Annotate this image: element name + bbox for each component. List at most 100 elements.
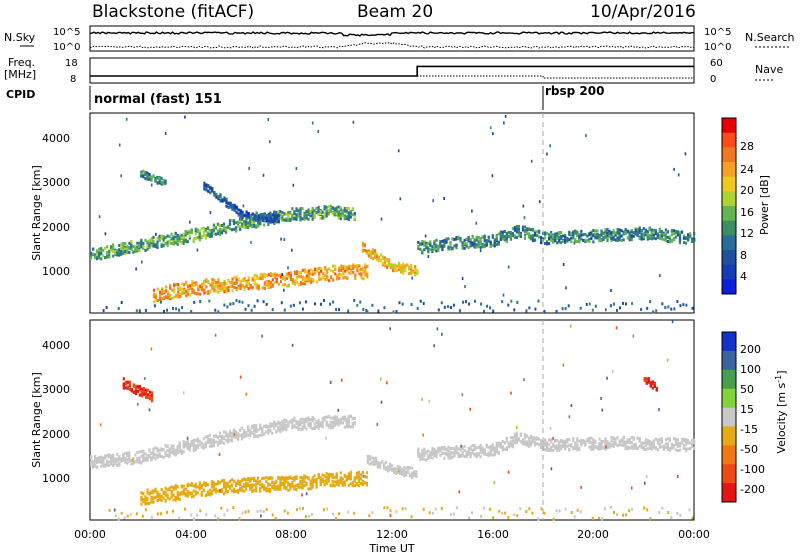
- range-gate-cell: [493, 450, 496, 454]
- range-gate-cell: [298, 506, 301, 510]
- range-gate-cell: [243, 213, 246, 217]
- range-gate-cell: [646, 233, 649, 237]
- range-gate-cell: [203, 291, 206, 295]
- range-gate-cell: [411, 276, 413, 280]
- range-gate-cell: [184, 233, 187, 237]
- range-gate-cell: [489, 448, 492, 452]
- range-gate-cell: [186, 443, 189, 447]
- xtick-2400: 00:00: [678, 528, 710, 541]
- range-gate-cell: [324, 277, 327, 281]
- range-gate-cell: [440, 301, 443, 305]
- range-gate-cell: [688, 508, 691, 512]
- range-gate-cell: [676, 475, 679, 478]
- range-gate-cell: [511, 227, 514, 231]
- range-gate-cell: [616, 513, 618, 516]
- range-gate-cell: [517, 228, 520, 232]
- range-gate-cell: [220, 479, 224, 483]
- range-gate-cell: [222, 437, 226, 440]
- range-gate-cell: [531, 237, 535, 241]
- range-gate-cell: [357, 470, 360, 474]
- range-gate-cell: [309, 483, 312, 487]
- range-gate-cell: [616, 436, 619, 440]
- range-gate-cell: [186, 491, 189, 495]
- range-gate-cell: [590, 237, 593, 240]
- range-gate-cell: [479, 245, 482, 249]
- range-gate-cell: [176, 451, 179, 455]
- range-gate-cell: [379, 253, 383, 257]
- range-gate-cell: [324, 274, 327, 278]
- range-gate-cell: [560, 237, 563, 240]
- range-gate-cell: [463, 246, 466, 250]
- range-gate-cell: [235, 207, 238, 211]
- range-gate-cell: [106, 459, 109, 463]
- range-gate-cell: [515, 440, 518, 444]
- range-gate-cell: [319, 421, 322, 425]
- range-gate-cell: [602, 235, 605, 239]
- range-gate-cell: [429, 243, 432, 247]
- range-gate-cell: [400, 266, 403, 270]
- range-gate-cell: [279, 484, 282, 488]
- range-gate-cell: [307, 208, 310, 212]
- range-gate-cell: [255, 434, 258, 438]
- range-gate-cell: [196, 235, 199, 239]
- range-gate-cell: [346, 265, 349, 269]
- range-gate-cell: [383, 306, 386, 310]
- range-gate-cell: [676, 300, 679, 303]
- range-gate-cell: [223, 197, 226, 201]
- range-gate-cell: [646, 441, 649, 445]
- range-gate-cell: [243, 225, 246, 229]
- range-gate-cell: [301, 307, 304, 311]
- range-gate-cell: [544, 440, 547, 444]
- range-gate-cell: [223, 284, 226, 288]
- range-gate-cell: [118, 455, 121, 459]
- range-gate-cell: [172, 493, 175, 497]
- range-gate-cell: [329, 208, 332, 212]
- range-gate-cell: [153, 304, 156, 308]
- range-gate-cell: [410, 264, 413, 268]
- range-gate-cell: [400, 270, 403, 274]
- range-gate-cell: [150, 347, 153, 351]
- range-gate-cell: [283, 218, 286, 222]
- range-gate-cell: [609, 304, 612, 308]
- range-gate-cell: [160, 488, 163, 491]
- velocity-cbar-swatch: [722, 369, 736, 390]
- range-gate-cell: [347, 477, 350, 480]
- range-gate-cell: [309, 479, 312, 483]
- range-gate-cell: [501, 440, 504, 443]
- range-gate-cell: [243, 477, 246, 481]
- range-gate-cell: [660, 237, 663, 241]
- range-gate-cell: [184, 487, 187, 491]
- nsky-tick-low: 10^0: [53, 42, 80, 53]
- range-gate-cell: [265, 214, 268, 218]
- range-gate-cell: [582, 239, 585, 242]
- range-gate-cell: [523, 237, 527, 240]
- range-gate-cell: [199, 300, 202, 303]
- range-gate-cell: [576, 439, 579, 443]
- range-gate-cell: [156, 455, 159, 459]
- range-gate-cell: [233, 207, 236, 211]
- range-gate-cell: [497, 441, 500, 445]
- range-gate-cell: [687, 238, 690, 242]
- range-gate-cell: [190, 310, 193, 313]
- range-gate-cell: [366, 275, 369, 279]
- range-gate-cell: [237, 481, 240, 485]
- range-gate-cell: [200, 493, 203, 497]
- range-gate-cell: [320, 267, 323, 271]
- range-gate-cell: [435, 238, 438, 242]
- range-gate-cell: [682, 303, 685, 307]
- range-gate-cell: [529, 436, 533, 440]
- range-gate-cell: [293, 484, 296, 488]
- range-gate-cell: [232, 435, 236, 439]
- range-gate-cell: [333, 210, 336, 214]
- range-gate-cell: [509, 237, 512, 241]
- range-gate-cell: [411, 466, 414, 470]
- range-gate-cell: [513, 308, 516, 312]
- range-gate-cell: [226, 481, 230, 485]
- range-gate-cell: [666, 437, 669, 441]
- range-gate-cell: [301, 484, 304, 488]
- range-gate-cell: [110, 459, 113, 463]
- range-gate-cell: [406, 263, 409, 267]
- range-gate-cell: [433, 242, 436, 246]
- nsky-label: N.Sky: [4, 31, 36, 44]
- range-gate-cell: [128, 454, 131, 458]
